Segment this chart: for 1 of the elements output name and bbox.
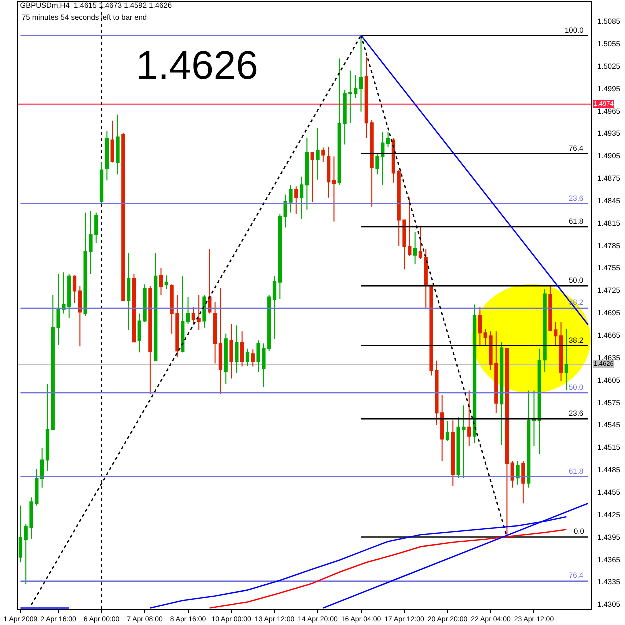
annotation: 1.4626 — [136, 44, 258, 88]
